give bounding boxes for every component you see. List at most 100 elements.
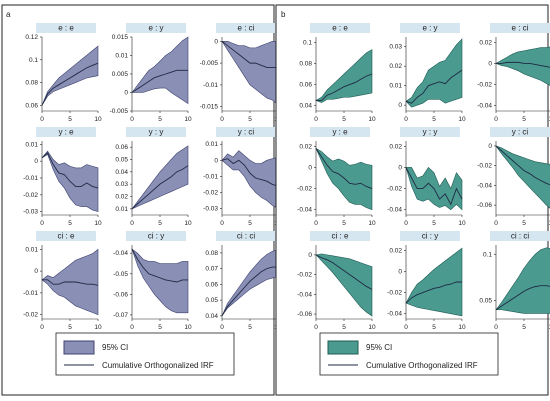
panel-b: b e : e 0.04 0.06 0.08 0.1 0 5 10 e : y 0 0.01 0.02…: [275, 4, 550, 396]
y-tick-label: 0: [488, 143, 492, 150]
ci-band: [41, 45, 99, 106]
irf-line: [405, 69, 463, 104]
panel-b-legend-irf-label: Cumulative Orthogonalized IRF: [366, 361, 478, 370]
subplot-title: ci : y: [148, 232, 164, 241]
irf-line: [131, 248, 188, 283]
panel-b-legend-ci-swatch: [327, 340, 359, 355]
y-tick-label: -0.06: [113, 291, 128, 298]
x-tick-label: 5: [248, 324, 252, 331]
irf-line: [495, 145, 550, 186]
x-tick-label: 10: [184, 324, 192, 331]
panel-a: a e : e0.060.080.10.120 5 10e : y-0.00500.…: [1, 4, 282, 396]
irf-line: [405, 167, 463, 206]
x-tick-label: 10: [458, 324, 466, 331]
irf-line: [42, 279, 99, 286]
subplot-a-1: e : e 0.06 0.08 0.1 0.12 0 5 10: [25, 23, 102, 123]
x-tick-label: 10: [458, 220, 466, 227]
subplot-title: y : e: [332, 128, 348, 137]
y-tick-label: -0.01: [23, 290, 38, 297]
x-tick-label: 0: [494, 116, 498, 123]
y-tick-label: -0.02: [297, 272, 312, 279]
subplot-b-2: e : y 0 0.01 0.02 0.03 0 5 10: [389, 23, 466, 123]
x-tick-label: 0: [494, 324, 498, 331]
x-tick-label: 5: [68, 324, 72, 331]
ci-band: [495, 247, 550, 314]
subplot-title: e : ci: [238, 24, 255, 33]
subplot-title-bg: [490, 231, 550, 241]
y-tick-label: 0.01: [115, 53, 128, 60]
x-tick-label: 5: [158, 220, 162, 227]
y-tick-label: -0.02: [297, 186, 312, 193]
x-tick-label: 10: [94, 220, 102, 227]
irf-line: [131, 69, 188, 93]
subplot-title-bg: [400, 231, 460, 241]
y-tick-label: 0.05: [115, 157, 128, 164]
y-tick-label: 0.02: [479, 39, 492, 46]
y-tick-label: 0.01: [25, 246, 38, 253]
panel-b-legend: 95% CI Cumulative Orthogonalized IRF: [319, 332, 499, 376]
panel-a-legend: 95% CI Cumulative Orthogonalized IRF: [55, 332, 235, 376]
x-tick-label: 10: [184, 220, 192, 227]
subplot-title-bg: [216, 231, 276, 241]
irf-line: [41, 62, 99, 106]
y-tick-label: 0: [34, 268, 38, 275]
ci-band: [315, 253, 373, 317]
ci-band: [131, 145, 189, 210]
x-tick-label: 5: [248, 116, 252, 123]
subplot-title: e : e: [58, 24, 74, 33]
irf-line: [41, 152, 99, 189]
y-tick-label: 0.02: [115, 194, 128, 201]
y-tick-label: -0.07: [113, 312, 128, 319]
x-tick-label: 5: [342, 220, 346, 227]
y-tick-label: -0.04: [297, 207, 312, 214]
panel-b-frame: [275, 4, 549, 396]
subplot-a-7: ci : e -0.02 -0.01 0 0.01 0 5 10: [23, 231, 102, 331]
panel-a-label: a: [6, 10, 11, 19]
y-tick-label: 0: [398, 102, 402, 109]
subplot-title: y : ci: [238, 128, 255, 137]
x-tick-label: 0: [130, 116, 134, 123]
y-tick-label: -0.04: [387, 207, 402, 214]
irf-line: [405, 281, 462, 304]
x-tick-label: 5: [248, 220, 252, 227]
y-tick-label: 0.1: [29, 57, 38, 64]
x-tick-label: 5: [522, 324, 526, 331]
subplot-title-bg: [400, 23, 460, 33]
y-tick-label: 0.03: [389, 44, 402, 51]
panel-a-legend-ci-swatch: [63, 340, 95, 355]
y-tick-label: -0.015: [200, 104, 219, 111]
y-tick-label: 0.1: [483, 251, 492, 258]
y-tick-label: -0.05: [113, 271, 128, 278]
subplot-b-9: ci : ci 0.05 0.1 0 5 10: [479, 231, 550, 331]
panel-b-label: b: [281, 10, 286, 19]
subplot-title: y : e: [58, 128, 74, 137]
subplot-title: e : ci: [512, 24, 529, 33]
y-tick-label: 0: [124, 90, 128, 97]
panel-b-subplots: e : e 0.04 0.06 0.08 0.1 0 5 10 e : y 0 0.01 0.02 0.…: [297, 23, 550, 331]
x-tick-label: 0: [494, 220, 498, 227]
y-tick-label: 0: [398, 268, 402, 275]
irf-line: [131, 165, 189, 210]
x-tick-label: 0: [40, 324, 44, 331]
subplot-title-bg: [126, 23, 186, 33]
subplot-a-8: ci : y -0.07 -0.06 -0.05 -0.04 0 5 10: [113, 231, 192, 331]
x-tick-label: 0: [404, 220, 408, 227]
subplot-title-bg: [310, 127, 370, 137]
subplot-title: e : y: [422, 24, 437, 33]
y-tick-label: 0.01: [205, 141, 218, 148]
x-tick-label: 5: [158, 324, 162, 331]
subplot-a-4: y : e -0.03 -0.02 -0.01 0 0.01 0 5 10: [23, 127, 102, 227]
y-tick-label: -0.01: [203, 82, 218, 89]
x-tick-label: 0: [220, 324, 224, 331]
x-tick-label: 5: [522, 220, 526, 227]
x-tick-label: 0: [404, 324, 408, 331]
subplot-title-bg: [216, 23, 276, 33]
ci-band: [315, 49, 373, 103]
x-tick-label: 0: [40, 220, 44, 227]
x-tick-label: 5: [342, 324, 346, 331]
x-tick-label: 5: [432, 324, 436, 331]
y-tick-label: 0.06: [115, 144, 128, 151]
ci-band: [495, 145, 550, 209]
